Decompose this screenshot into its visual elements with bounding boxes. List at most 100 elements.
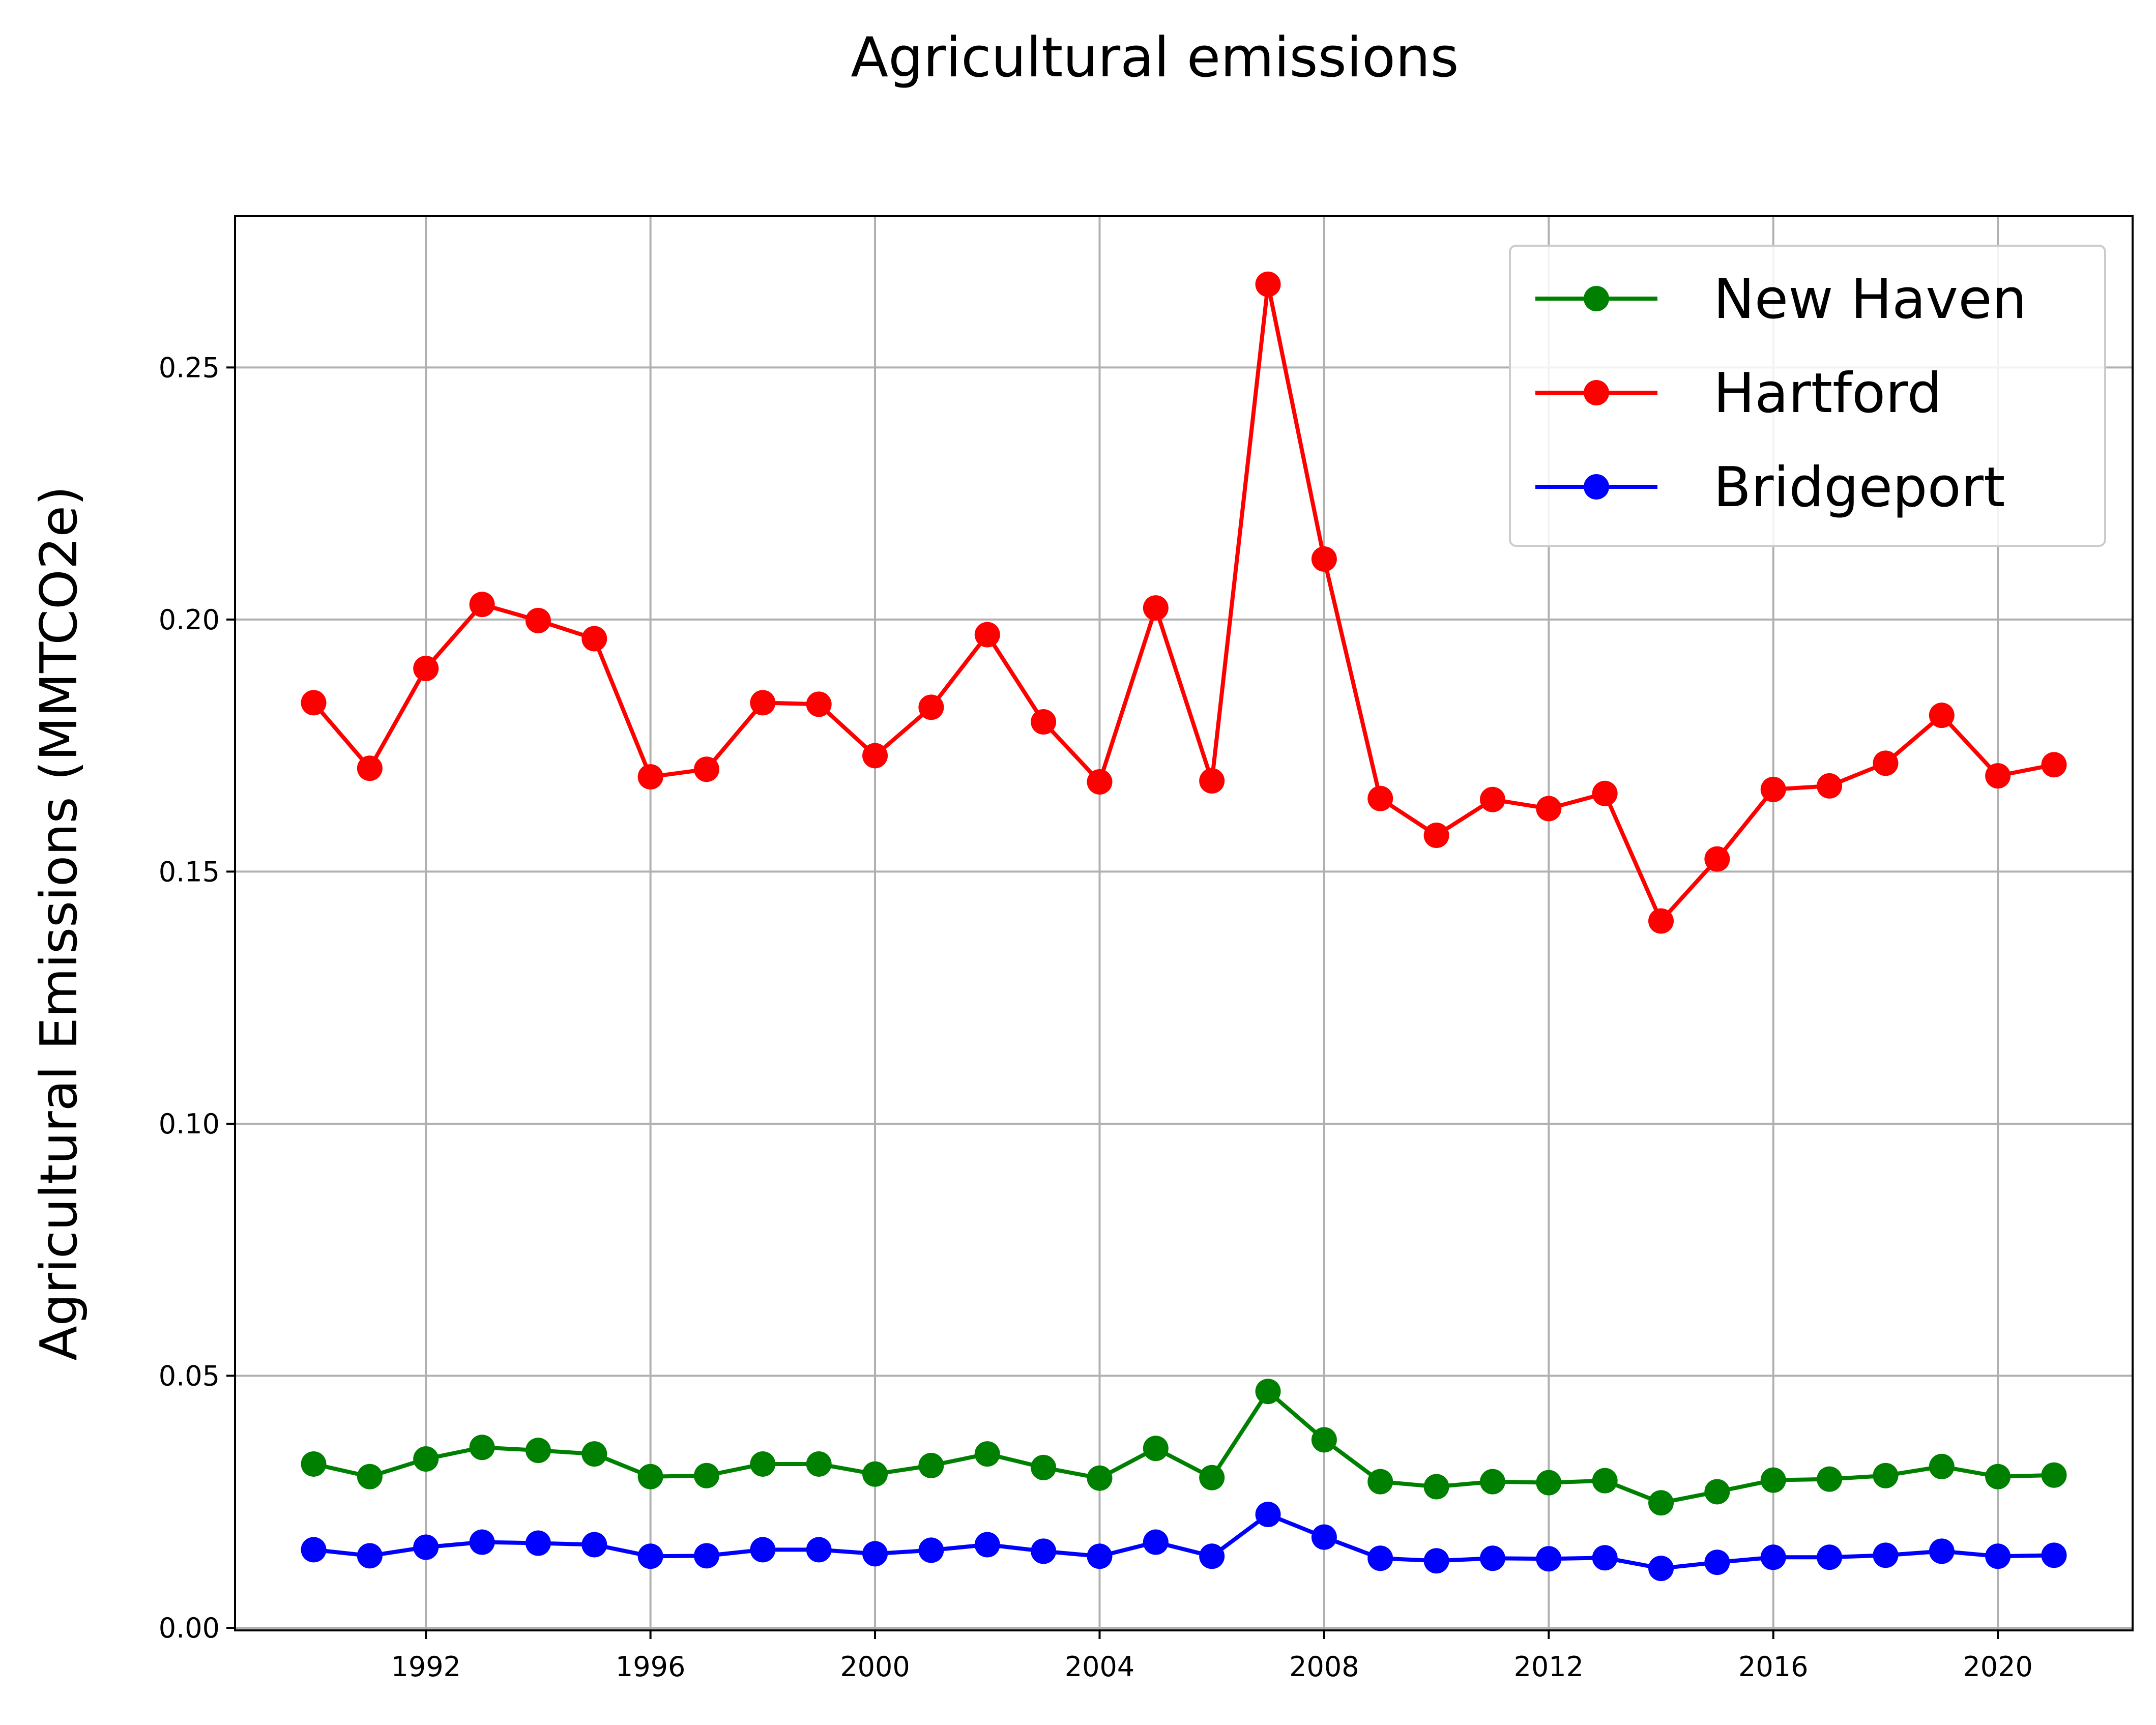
- series-line: [312, 282, 2055, 923]
- data-point: [637, 1543, 663, 1569]
- data-point: [1704, 1479, 1730, 1505]
- data-point: [413, 656, 439, 682]
- legend-entry: Bridgeport: [1535, 456, 2005, 519]
- legend-label: Hartford: [1713, 362, 1942, 425]
- data-point: [1087, 1465, 1113, 1491]
- data-point: [806, 1451, 832, 1477]
- data-point: [1592, 780, 1618, 806]
- data-point: [413, 1534, 439, 1560]
- data-point: [1199, 768, 1225, 794]
- data-point: [1423, 823, 1449, 849]
- x-tick-label: 1992: [391, 1651, 460, 1683]
- y-tick-label: 0.25: [159, 352, 220, 384]
- data-point: [1479, 1545, 1505, 1571]
- data-point: [862, 1541, 888, 1567]
- series-layer: [301, 271, 2067, 1582]
- data-point: [357, 1464, 383, 1489]
- data-point: [1031, 709, 1057, 735]
- data-point: [806, 691, 832, 717]
- data-point: [637, 764, 663, 790]
- data-point: [1255, 1379, 1281, 1405]
- data-point: [1873, 1463, 1899, 1488]
- data-point: [918, 1452, 944, 1478]
- chart-title: Agricultural emissions: [851, 26, 1459, 90]
- legend-box: [1509, 245, 2106, 547]
- data-point: [974, 1441, 1000, 1467]
- data-point: [1985, 1464, 2011, 1489]
- legend-label: Bridgeport: [1713, 456, 2005, 519]
- data-point: [862, 1461, 888, 1487]
- data-point: [301, 1451, 327, 1477]
- plot-frame: [234, 215, 2134, 1631]
- data-point: [469, 1529, 495, 1555]
- legend-marker: [1584, 380, 1609, 405]
- legend: New Haven Hartford Bridgeport: [1509, 245, 2106, 547]
- data-point: [1873, 1542, 1899, 1568]
- data-point: [693, 1463, 719, 1488]
- data-point: [1367, 785, 1393, 811]
- data-point: [581, 626, 607, 652]
- data-point: [750, 1537, 776, 1563]
- data-point: [693, 1543, 719, 1569]
- legend-marker: [1584, 474, 1609, 500]
- x-tick-label: 2004: [1065, 1651, 1134, 1683]
- data-point: [2041, 752, 2067, 778]
- data-point: [413, 1446, 439, 1472]
- data-point: [2041, 1462, 2067, 1488]
- data-point: [1479, 786, 1505, 812]
- data-point: [1255, 1502, 1281, 1528]
- data-point: [1760, 1544, 1786, 1570]
- data-point: [1423, 1548, 1449, 1574]
- data-point: [1423, 1474, 1449, 1500]
- data-point: [1929, 1538, 1955, 1564]
- x-tick-label: 2016: [1738, 1651, 1808, 1683]
- data-point: [862, 743, 888, 769]
- data-point: [525, 607, 551, 633]
- data-point: [1648, 908, 1674, 934]
- series-bridgeport: [301, 1502, 2067, 1582]
- data-point: [1817, 1544, 1843, 1570]
- data-point: [1760, 776, 1786, 802]
- legend-entry: Hartford: [1535, 362, 1942, 425]
- data-point: [1873, 750, 1899, 776]
- data-point: [974, 622, 1000, 648]
- y-tick-label: 0.00: [159, 1612, 220, 1644]
- data-point: [1648, 1490, 1674, 1516]
- x-tick-label: 2000: [840, 1651, 910, 1683]
- data-point: [357, 755, 383, 781]
- data-point: [750, 690, 776, 716]
- legend-entry: New Haven: [1535, 268, 2027, 331]
- data-point: [918, 694, 944, 720]
- data-point: [2041, 1542, 2067, 1568]
- y-tick-label: 0.15: [159, 856, 220, 888]
- x-axis: 1992 1996 2000 2004 2008 2012 2016 2020: [391, 1630, 2033, 1683]
- data-point: [1143, 1529, 1169, 1555]
- data-point: [806, 1537, 832, 1563]
- data-point: [1199, 1465, 1225, 1490]
- data-point: [1760, 1467, 1786, 1493]
- data-point: [750, 1451, 776, 1477]
- data-point: [1929, 1453, 1955, 1479]
- data-point: [1311, 1524, 1337, 1550]
- y-tick-label: 0.20: [159, 604, 220, 636]
- data-point: [1929, 703, 1955, 728]
- data-point: [1817, 1466, 1843, 1492]
- data-point: [1031, 1538, 1057, 1564]
- data-point: [1704, 846, 1730, 872]
- data-point: [1704, 1549, 1730, 1575]
- x-tick-label: 2008: [1289, 1651, 1359, 1683]
- legend-marker: [1584, 286, 1609, 311]
- data-point: [693, 756, 719, 782]
- data-point: [1087, 1543, 1113, 1569]
- data-point: [637, 1464, 663, 1489]
- x-tick-label: 2012: [1514, 1651, 1584, 1683]
- data-point: [357, 1543, 383, 1569]
- data-point: [1199, 1543, 1225, 1569]
- data-point: [301, 690, 327, 716]
- data-point: [1367, 1469, 1393, 1495]
- data-point: [1536, 796, 1562, 822]
- data-point: [1311, 1427, 1337, 1453]
- y-tick-label: 0.05: [159, 1360, 220, 1392]
- data-point: [918, 1537, 944, 1563]
